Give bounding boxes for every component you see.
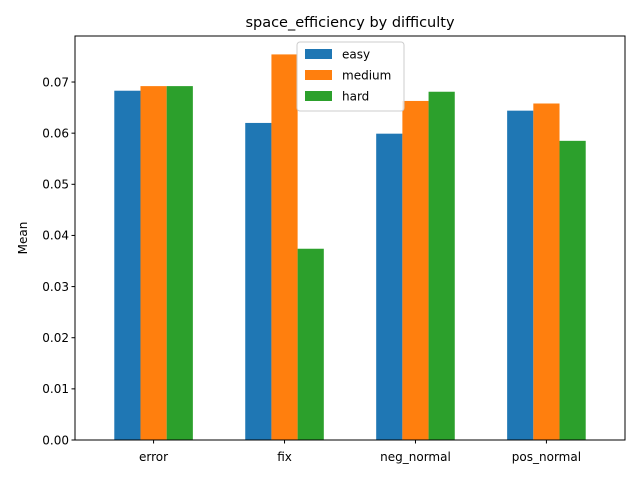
y-tick-label: 0.00 — [42, 433, 69, 447]
y-tick-label: 0.04 — [42, 229, 69, 243]
x-tick-label: fix — [277, 450, 292, 464]
y-tick-label: 0.03 — [42, 280, 69, 294]
bar-easy-pos_normal — [507, 110, 534, 440]
y-axis-label: Mean — [16, 222, 30, 255]
y-tick-label: 0.07 — [42, 75, 69, 89]
bar-easy-fix — [245, 122, 272, 440]
legend-swatch-easy — [305, 49, 332, 59]
bar-medium-fix — [271, 54, 298, 440]
bar-hard-pos_normal — [559, 140, 586, 440]
y-axis: 0.00 0.01 0.02 0.03 0.04 0.05 0.06 0.07 — [42, 75, 75, 447]
legend-label-medium: medium — [342, 69, 391, 83]
legend-swatch-medium — [305, 70, 332, 80]
legend-swatch-hard — [305, 91, 332, 101]
y-tick-label: 0.01 — [42, 382, 69, 396]
y-tick-label: 0.05 — [42, 178, 69, 192]
x-tick-label: error — [139, 450, 168, 464]
x-tick-label: pos_normal — [512, 450, 581, 464]
bar-hard-neg_normal — [428, 91, 455, 441]
x-tick-label: neg_normal — [380, 450, 451, 464]
bar-medium-error — [140, 86, 167, 441]
bars-group — [114, 54, 586, 441]
legend-label-easy: easy — [342, 48, 370, 62]
y-tick-label: 0.06 — [42, 126, 69, 140]
bar-easy-neg_normal — [376, 133, 403, 440]
bar-hard-fix — [297, 248, 324, 440]
legend-label-hard: hard — [342, 90, 369, 104]
bar-hard-error — [166, 86, 193, 441]
x-axis: error fix neg_normal pos_normal — [139, 440, 581, 464]
chart-title: space_efficiency by difficulty — [245, 15, 455, 31]
y-tick-label: 0.02 — [42, 331, 69, 345]
plot-frame — [74, 35, 626, 441]
legend: easy medium hard — [296, 41, 405, 112]
bar-medium-pos_normal — [533, 103, 560, 440]
bar-medium-neg_normal — [402, 100, 429, 440]
bar-easy-error — [114, 90, 141, 440]
